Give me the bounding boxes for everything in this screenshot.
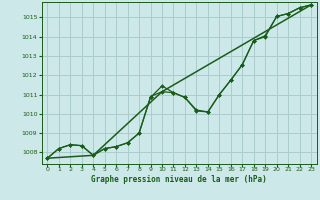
X-axis label: Graphe pression niveau de la mer (hPa): Graphe pression niveau de la mer (hPa) bbox=[91, 175, 267, 184]
